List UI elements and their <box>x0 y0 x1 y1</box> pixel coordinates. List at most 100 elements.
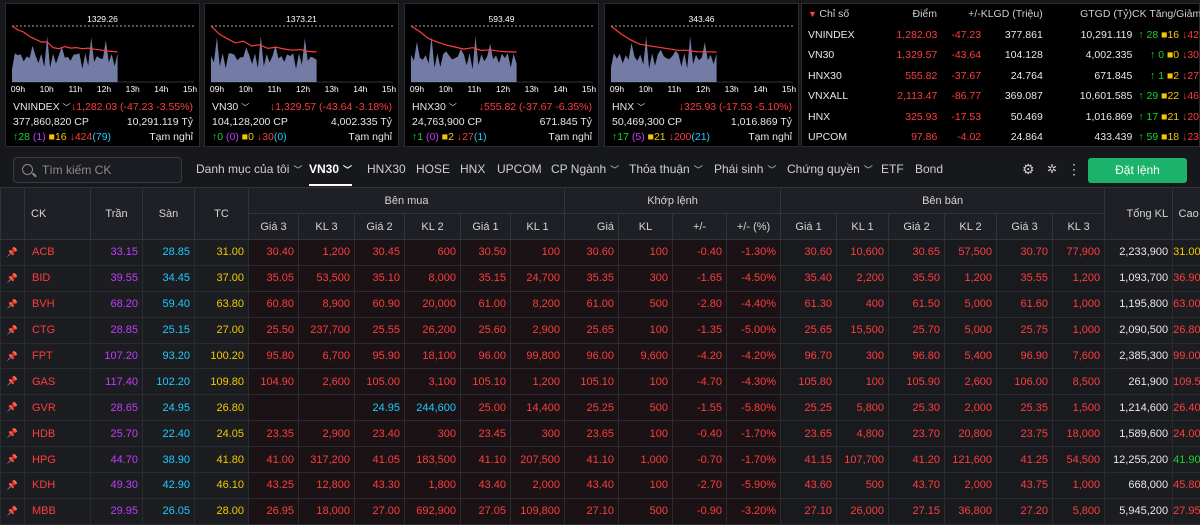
chevron-down-icon: ﹀ <box>610 165 619 175</box>
cell-s-n: 93.20 <box>143 343 195 369</box>
cell-kl-3: 317,200 <box>299 447 355 473</box>
settings-icon[interactable]: ✲ <box>1047 162 1057 176</box>
tab-phái-sinh[interactable]: Phái sinh﹀ <box>714 153 776 186</box>
pin-icon[interactable]: 📌 <box>1 265 25 291</box>
pin-icon[interactable]: 📌 <box>1 291 25 317</box>
cell-gi-2: 95.90 <box>355 343 405 369</box>
tab-hnx[interactable]: HNX <box>460 153 485 186</box>
header-floor[interactable]: Sàn <box>143 188 195 240</box>
cell-ck: BID <box>25 265 91 291</box>
index-row-point: 2,113.47 <box>882 86 938 107</box>
cell-kl-3: 8,500 <box>1053 369 1105 395</box>
header-reference[interactable]: TC <box>195 188 249 240</box>
more-options-icon[interactable]: ⋮ <box>1067 161 1081 178</box>
header-kl-1[interactable]: KL 1 <box>837 214 889 240</box>
cell-gi-1: 35.15 <box>461 265 511 291</box>
header-gi-[interactable]: Giá <box>565 214 619 240</box>
pin-icon[interactable]: 📌 <box>1 240 25 266</box>
index-row-name: UPCOM <box>802 127 882 148</box>
tab-upcom[interactable]: UPCOM <box>497 153 542 186</box>
header-total-volume[interactable]: Tổng KL <box>1105 188 1173 240</box>
index-row-value: 10,291.119 <box>1043 25 1133 46</box>
header-kl-3[interactable]: KL 3 <box>299 214 355 240</box>
tab-bond[interactable]: Bond <box>915 153 943 186</box>
search-input[interactable]: Tìm kiếm CK <box>13 157 182 183</box>
time-tick: 12h <box>296 84 310 94</box>
pin-icon[interactable]: 📌 <box>1 447 25 473</box>
cell--: -4.50% <box>727 265 781 291</box>
cell-cao: 31.00 <box>1173 240 1200 266</box>
header-gi-2[interactable]: Giá 2 <box>889 214 945 240</box>
header-gi-1[interactable]: Giá 1 <box>461 214 511 240</box>
cell-t-ng-kl: 1,093,700 <box>1105 265 1173 291</box>
tab-chứng-quyền[interactable]: Chứng quyền﹀ <box>787 153 873 186</box>
pin-icon[interactable]: 📌 <box>1 343 25 369</box>
tab-etf[interactable]: ETF <box>881 153 904 186</box>
settings-gear-icon[interactable]: ⚙ <box>1022 161 1035 178</box>
cell-gi-2: 60.90 <box>355 291 405 317</box>
cell-kl: 100 <box>619 473 673 499</box>
cell-kl-2: 26,200 <box>405 317 461 343</box>
header-gi-1[interactable]: Giá 1 <box>781 214 837 240</box>
pin-icon[interactable]: 📌 <box>1 369 25 395</box>
header-gi-3[interactable]: Giá 3 <box>249 214 299 240</box>
pin-header[interactable] <box>1 188 25 240</box>
header-kl-2[interactable]: KL 2 <box>405 214 461 240</box>
header-gi-3[interactable]: Giá 3 <box>997 214 1053 240</box>
header--[interactable]: +/- (%) <box>727 214 781 240</box>
header-sell-side[interactable]: Bên bán <box>781 188 1105 214</box>
cell-gi-: 25.25 <box>565 395 619 421</box>
tab-hose[interactable]: HOSE <box>416 153 450 186</box>
header-gi-2[interactable]: Giá 2 <box>355 214 405 240</box>
pin-icon[interactable]: 📌 <box>1 317 25 343</box>
tab-cp-ngành[interactable]: CP Ngành﹀ <box>551 153 619 186</box>
header-buy-side[interactable]: Bên mua <box>249 188 565 214</box>
tab-hnx30[interactable]: HNX30 <box>367 153 406 186</box>
header-kl[interactable]: KL <box>619 214 673 240</box>
cell-kl-2: 600 <box>405 240 461 266</box>
tab-vn30[interactable]: VN30﹀ <box>309 153 352 186</box>
index-row-volume: 24.864 <box>981 127 1043 148</box>
header-matched[interactable]: Khớp lệnh <box>565 188 781 214</box>
pin-icon[interactable]: 📌 <box>1 421 25 447</box>
header-kl-3[interactable]: KL 3 <box>1053 214 1105 240</box>
tab-thỏa-thuận[interactable]: Thỏa thuận﹀ <box>629 153 703 186</box>
header-kl-2[interactable]: KL 2 <box>945 214 997 240</box>
index-row-name: VNINDEX <box>802 25 882 46</box>
col-index-name: ▼ Chỉ số <box>802 4 881 25</box>
place-order-button[interactable]: Đặt lệnh <box>1088 158 1187 183</box>
pin-icon[interactable]: 📌 <box>1 498 25 524</box>
header-kl-1[interactable]: KL 1 <box>511 214 565 240</box>
header--[interactable]: +/- <box>673 214 727 240</box>
header-high[interactable]: Cao <box>1173 188 1200 240</box>
header-ck[interactable]: CK <box>25 188 91 240</box>
tab-danh-mục-của-tôi[interactable]: Danh mục của tôi﹀ <box>196 153 302 186</box>
header-ceiling[interactable]: Trần <box>91 188 143 240</box>
index-row-volume: 377.861 <box>981 25 1043 46</box>
cell-gi-3: 25.50 <box>249 317 299 343</box>
pin-icon[interactable]: 📌 <box>1 473 25 499</box>
index-row-name: VNXALL <box>802 86 882 107</box>
pin-icon[interactable]: 📌 <box>1 395 25 421</box>
